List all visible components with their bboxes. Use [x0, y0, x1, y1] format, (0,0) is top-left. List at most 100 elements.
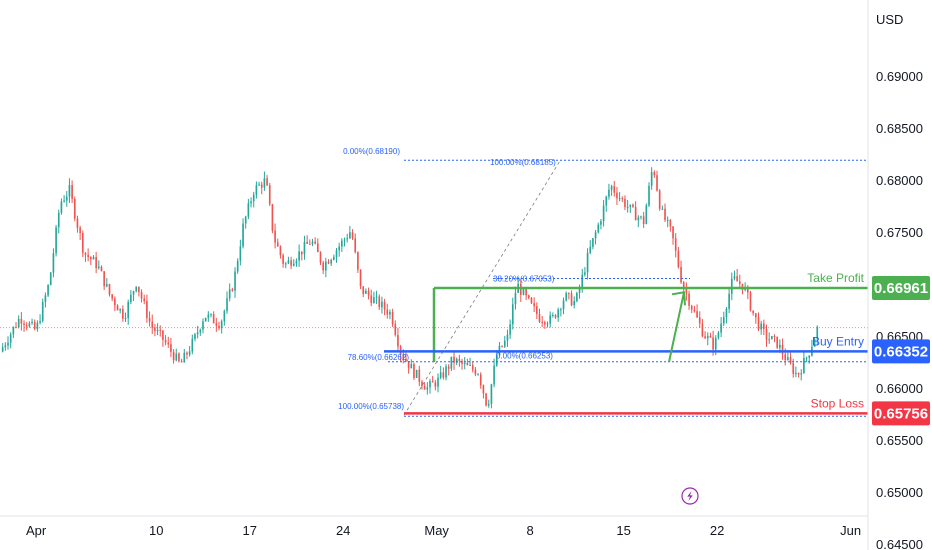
candle-body: [349, 232, 351, 239]
candle-body: [618, 198, 621, 200]
candle-body: [87, 254, 89, 258]
candle-body: [394, 324, 397, 335]
candle-body: [92, 257, 95, 260]
candle-body: [25, 324, 28, 327]
candle-body: [89, 257, 92, 260]
candle-body: [816, 327, 819, 339]
price-axis[interactable]: 0.690000.685000.680000.675000.670000.665…: [876, 69, 923, 550]
candle-body: [503, 340, 506, 347]
candle-body: [768, 339, 771, 341]
time-axis[interactable]: Apr 10 17 24 May 8 15 22 Jun: [26, 523, 861, 538]
candle-body: [172, 351, 175, 361]
candle-body: [410, 364, 413, 369]
candle-body: [749, 292, 752, 311]
candle-body: [68, 185, 71, 197]
candle-body: [17, 318, 20, 328]
candle-body: [592, 238, 594, 247]
candle-body: [466, 363, 469, 366]
candle-body: [808, 355, 811, 358]
candle-body: [292, 263, 295, 266]
price-tag-value: 0.65756: [874, 405, 928, 422]
candle-body: [704, 336, 706, 339]
candle-body: [621, 198, 624, 200]
candle-body: [728, 293, 730, 309]
candle-body: [792, 363, 795, 374]
candle-body: [616, 192, 618, 199]
candle-body: [116, 305, 119, 311]
candle-body: [386, 309, 389, 315]
candle-body: [474, 369, 477, 375]
candle-body: [642, 216, 645, 225]
candle-body: [298, 251, 300, 261]
candle-body: [653, 172, 656, 176]
candle-body: [757, 317, 760, 330]
candle-body: [690, 305, 693, 310]
candle-body: [463, 363, 466, 365]
candle-body: [308, 243, 311, 245]
candle-body: [223, 311, 226, 322]
price-tick-label: 0.66000: [876, 381, 923, 396]
candle-body: [771, 336, 773, 340]
candle-body: [405, 358, 407, 362]
candle-body: [268, 185, 271, 205]
candle-body: [354, 238, 357, 253]
candle-body: [367, 290, 370, 296]
candle-body: [306, 241, 308, 244]
time-tick-label: May: [424, 523, 449, 538]
candle-body: [170, 344, 172, 352]
candle-body: [415, 369, 418, 378]
price-tick-label: 0.65000: [876, 485, 923, 500]
price-tag: [872, 401, 930, 426]
candle-body: [130, 294, 132, 303]
candle-body: [709, 335, 712, 338]
candle-body: [413, 364, 415, 378]
candle-body: [33, 321, 36, 330]
candle-body: [204, 317, 207, 322]
time-tick-label: 24: [336, 523, 350, 538]
candle-body: [95, 257, 97, 268]
candle-body: [610, 186, 613, 190]
candle-body: [327, 261, 330, 264]
candle-body: [100, 266, 103, 272]
candle-body: [773, 336, 776, 338]
candle-body: [554, 314, 557, 318]
candle-body: [696, 311, 698, 318]
level-label: Take Profit: [807, 271, 864, 285]
candle-body: [573, 301, 576, 306]
candle-body: [613, 186, 616, 193]
fib-level-label: 0.00%(0.68190): [343, 147, 400, 156]
candle-body: [49, 272, 52, 286]
candle-body: [122, 308, 124, 319]
candle-body: [800, 373, 803, 375]
candle-body: [669, 219, 672, 227]
candle-body: [776, 336, 779, 348]
candle-body: [714, 337, 717, 350]
price-tick-label: 0.68000: [876, 173, 923, 188]
price-tag: [872, 339, 930, 364]
candle-body: [210, 314, 212, 316]
candle-body: [637, 217, 640, 221]
candle-body: [720, 323, 722, 333]
candle-body: [330, 259, 333, 264]
candle-body: [31, 321, 33, 324]
candle-body: [81, 233, 84, 253]
candle-body: [602, 205, 605, 222]
candle-body: [461, 360, 463, 364]
candle-body: [645, 205, 648, 225]
projection-arrow: [668, 292, 685, 363]
candle-body: [135, 286, 138, 292]
candle-body: [162, 330, 164, 340]
candle-body: [479, 374, 482, 386]
candle-body: [450, 356, 453, 369]
candle-body: [805, 357, 808, 359]
candle-body: [111, 294, 114, 299]
candle-body: [565, 292, 568, 301]
candle-body: [546, 323, 549, 325]
lightning-icon[interactable]: [681, 487, 699, 505]
overlays-layer: 0.00%(0.68190) 100.00%(0.68185) 38.20%(0.6…: [0, 147, 868, 417]
candle-body: [391, 312, 394, 325]
candle-body: [634, 206, 637, 221]
candle-body: [426, 387, 429, 390]
